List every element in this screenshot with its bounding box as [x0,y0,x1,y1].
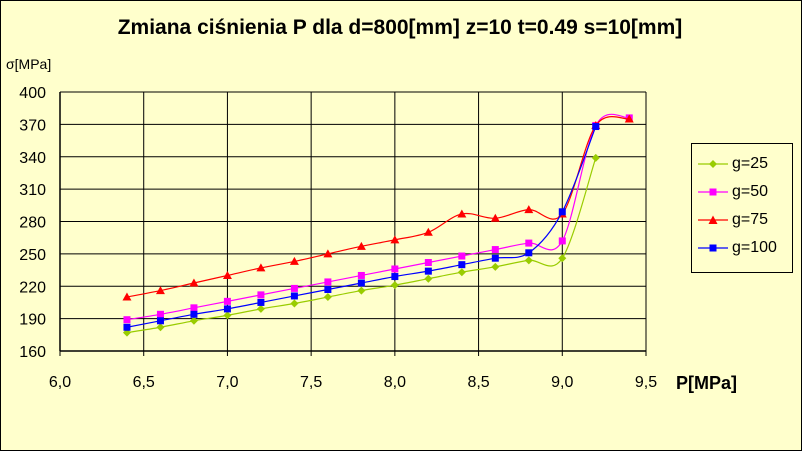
x-tick-label: 7,0 [216,374,238,391]
legend-key [698,160,728,168]
data-point-g=100 [290,292,298,300]
data-point-g=75 [189,278,199,287]
y-tick-label: 280 [19,215,46,232]
series-line-g=75 [126,116,630,298]
x-tick-label: 7,5 [300,374,322,391]
data-point-g=25 [457,268,466,277]
y-tick-label: 160 [19,344,46,361]
data-point-g=100 [458,261,466,269]
data-point-g=100 [257,298,265,306]
y-tick-label: 190 [19,312,46,329]
data-point-g=50 [424,259,432,267]
data-point-g=75 [222,270,232,279]
legend-label: g=100 [732,239,777,256]
data-point-g=25 [223,311,232,320]
data-point-g=25 [424,274,433,283]
data-point-g=50 [357,271,365,279]
y-tick-label: 220 [19,279,46,296]
data-point-g=50 [290,284,298,292]
data-point-g=100 [525,249,533,257]
data-point-g=50 [257,291,265,299]
data-point-g=100 [391,273,399,281]
data-point-g=50 [458,252,466,260]
data-point-g=25 [524,256,533,265]
x-tick-label: 6,0 [49,374,71,391]
x-axis-label: P[MPa] [676,373,738,393]
y-axis-label: σ[MPa] [6,56,52,72]
x-tick-label: 9,0 [551,374,573,391]
data-point-g=100 [123,323,131,331]
data-point-g=50 [391,265,399,273]
legend-label: g=25 [732,155,769,172]
data-point-g=25 [290,299,299,308]
data-point-g=75 [457,209,467,218]
y-tick-label: 250 [19,247,46,264]
data-point-g=75 [390,235,400,244]
data-point-g=50 [156,310,164,318]
data-point-g=75 [256,263,266,272]
legend-label: g=50 [732,183,769,200]
data-point-g=75 [624,114,634,123]
legend-key [698,215,728,224]
data-point-g=25 [323,293,332,302]
y-tick-label: 310 [19,182,46,199]
data-point-g=25 [558,254,567,263]
x-tick-label: 9,5 [635,374,657,391]
y-tick-label: 340 [19,150,46,167]
series-line-g=50 [126,113,630,321]
data-point-g=50 [491,246,499,254]
data-point-g=100 [424,267,432,275]
data-point-g=100 [558,208,566,216]
data-point-g=25 [591,153,600,162]
data-point-g=100 [156,317,164,325]
data-point-g=75 [289,256,299,265]
data-point-g=75 [122,292,132,301]
data-point-g=75 [356,241,366,250]
data-point-g=75 [423,227,433,236]
data-point-g=25 [357,286,366,295]
data-point-g=50 [525,239,533,247]
data-point-g=25 [189,316,198,325]
data-point-g=100 [223,305,231,313]
legend-key [698,188,728,196]
chart-title: Zmiana ciśnienia P dla d=800[mm] z=10 t=… [117,16,683,39]
data-point-g=50 [223,297,231,305]
legend-item: g=75 [698,206,792,234]
data-point-g=25 [491,262,500,271]
y-tick-label: 370 [19,117,46,134]
data-point-g=50 [324,278,332,286]
data-point-g=50 [190,304,198,312]
data-point-g=25 [390,281,399,290]
legend-key [698,244,728,252]
data-point-g=100 [592,123,600,131]
x-tick-label: 8,5 [467,374,489,391]
data-point-g=100 [357,279,365,287]
legend-label: g=75 [732,211,769,228]
legend-item: g=25 [698,150,792,178]
x-tick-label: 8,0 [384,374,406,391]
data-point-g=75 [490,213,500,222]
data-point-g=75 [524,205,534,214]
legend-item: g=50 [698,178,792,206]
data-point-g=100 [491,254,499,262]
data-point-g=50 [123,316,131,324]
data-point-g=100 [190,310,198,318]
legend: g=25 g=50 g=75 g=100 [691,143,793,273]
x-tick-label: 6,5 [133,374,155,391]
data-point-g=100 [324,285,332,293]
y-tick-label: 400 [19,85,46,102]
legend-item: g=100 [698,234,792,262]
data-point-g=50 [558,237,566,245]
data-point-g=25 [156,323,165,332]
data-point-g=75 [323,249,333,258]
data-point-g=25 [256,304,265,313]
data-point-g=75 [155,286,165,295]
